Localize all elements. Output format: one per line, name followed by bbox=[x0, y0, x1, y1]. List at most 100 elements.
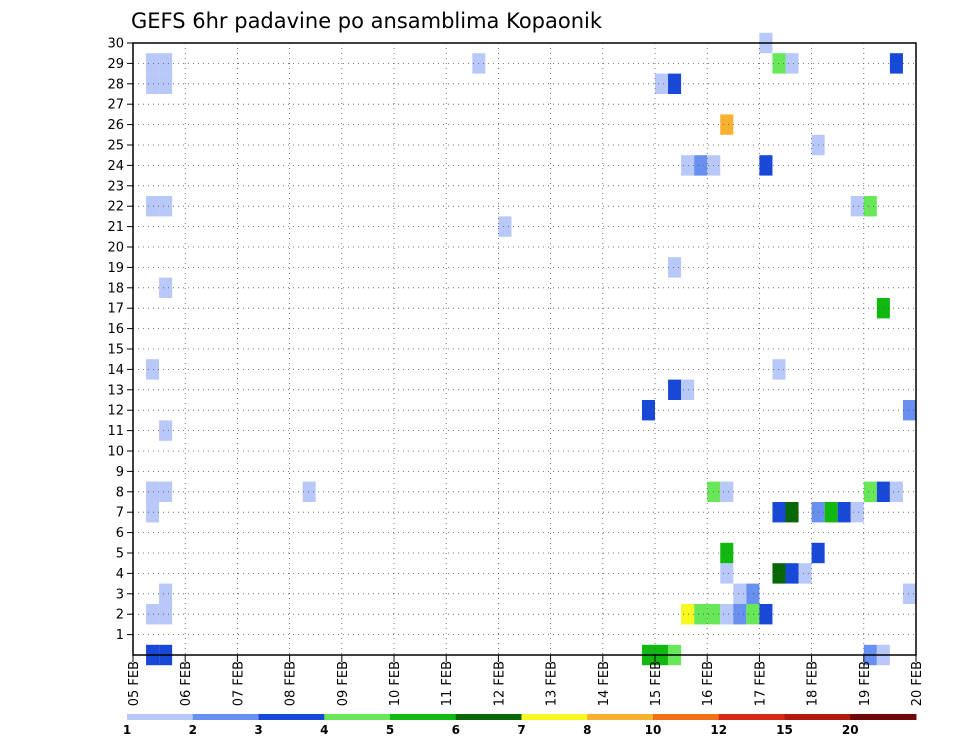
precip-cell bbox=[146, 73, 160, 94]
y-tick-label: 28 bbox=[107, 77, 124, 92]
y-tick-label: 15 bbox=[107, 343, 124, 358]
legend-label: 3 bbox=[254, 723, 262, 737]
legend-swatch bbox=[521, 714, 588, 720]
y-tick-label: 8 bbox=[116, 485, 124, 500]
precip-cell bbox=[146, 359, 160, 380]
precip-cell bbox=[159, 583, 173, 604]
precip-cell bbox=[785, 502, 799, 523]
legend-label: 6 bbox=[452, 723, 460, 737]
precip-cell bbox=[720, 114, 734, 135]
precip-cell bbox=[146, 53, 160, 74]
precip-cell bbox=[498, 216, 512, 237]
x-tick-label: 15 FEB bbox=[649, 661, 664, 706]
legend-label: 4 bbox=[320, 723, 328, 737]
y-axis: 1234567891011121314151617181920212223242… bbox=[107, 37, 133, 643]
x-tick-label: 08 FEB bbox=[284, 661, 299, 706]
legend-swatch bbox=[850, 714, 917, 720]
y-tick-label: 9 bbox=[116, 465, 124, 480]
precip-cell bbox=[159, 604, 173, 625]
precip-cell bbox=[159, 481, 173, 502]
x-tick-label: 09 FEB bbox=[336, 661, 351, 706]
y-tick-label: 27 bbox=[107, 98, 124, 113]
y-tick-label: 3 bbox=[116, 587, 124, 602]
precip-cell bbox=[746, 604, 760, 625]
y-tick-label: 23 bbox=[107, 179, 124, 194]
legend-label: 8 bbox=[583, 723, 591, 737]
precip-cell bbox=[159, 277, 173, 298]
legend-label: 10 bbox=[645, 723, 662, 737]
precip-cell bbox=[681, 379, 695, 400]
legend-label: 2 bbox=[189, 723, 197, 737]
precip-cell bbox=[681, 604, 695, 625]
x-tick-label: 12 FEB bbox=[492, 661, 507, 706]
legend-swatch bbox=[324, 714, 391, 720]
precip-cell bbox=[720, 604, 734, 625]
legend-swatch bbox=[127, 714, 194, 720]
precip-cell bbox=[759, 155, 773, 176]
precip-cell bbox=[889, 53, 903, 74]
precip-cell bbox=[720, 563, 734, 584]
y-tick-label: 4 bbox=[116, 567, 124, 582]
legend-label: 5 bbox=[386, 723, 394, 737]
precip-cell bbox=[863, 481, 877, 502]
x-tick-label: 17 FEB bbox=[753, 661, 768, 706]
legend-swatch bbox=[192, 714, 259, 720]
chart-title: GEFS 6hr padavine po ansamblima Kopaonik bbox=[131, 9, 603, 33]
precip-cell bbox=[146, 502, 160, 523]
grid-lines bbox=[133, 42, 916, 655]
y-tick-label: 18 bbox=[107, 281, 124, 296]
precip-cell bbox=[668, 257, 682, 278]
precip-cell bbox=[850, 196, 864, 217]
y-tick-label: 12 bbox=[107, 404, 124, 419]
precip-cell bbox=[146, 196, 160, 217]
y-tick-label: 2 bbox=[116, 608, 124, 623]
y-tick-label: 5 bbox=[116, 547, 124, 562]
y-tick-label: 13 bbox=[107, 383, 124, 398]
y-tick-label: 19 bbox=[107, 261, 124, 276]
color-legend: 1 2 3 4 5 6 7 8 10 12 15 20 bbox=[123, 714, 917, 737]
legend-swatch bbox=[718, 714, 785, 720]
legend-label: 20 bbox=[842, 723, 859, 737]
precip-cell bbox=[733, 604, 747, 625]
x-tick-label: 10 FEB bbox=[388, 661, 403, 706]
precip-cell bbox=[798, 563, 812, 584]
precipitation-cells bbox=[146, 32, 916, 666]
precip-cell bbox=[902, 400, 916, 421]
y-tick-label: 24 bbox=[107, 159, 124, 174]
precip-cell bbox=[720, 542, 734, 564]
precip-cell bbox=[759, 604, 773, 625]
precip-cell bbox=[681, 155, 695, 176]
legend-label: 1 bbox=[123, 723, 131, 737]
precip-cell bbox=[159, 73, 173, 94]
legend-label: 15 bbox=[776, 723, 793, 737]
precip-cell bbox=[655, 73, 669, 94]
y-tick-label: 6 bbox=[116, 526, 124, 541]
precip-cell bbox=[785, 563, 799, 584]
x-axis: 05 FEB 06 FEB 07 FEB 08 FEB 09 FEB 10 FEB 11 F… bbox=[127, 655, 925, 706]
y-tick-label: 20 bbox=[107, 241, 124, 256]
precip-cell bbox=[889, 481, 903, 502]
precip-cell bbox=[159, 196, 173, 217]
x-tick-label: 19 FEB bbox=[858, 661, 873, 706]
x-tick-label: 14 FEB bbox=[597, 661, 612, 706]
precip-cell bbox=[694, 155, 708, 176]
precip-cell bbox=[159, 53, 173, 74]
x-tick-label: 13 FEB bbox=[545, 661, 560, 706]
y-tick-label: 10 bbox=[107, 445, 124, 460]
precip-cell bbox=[863, 196, 877, 217]
legend-swatch bbox=[455, 714, 522, 720]
x-tick-label: 18 FEB bbox=[806, 661, 821, 706]
y-tick-label: 29 bbox=[107, 57, 124, 72]
precip-cell bbox=[746, 583, 760, 604]
legend-swatch bbox=[653, 714, 720, 720]
precip-cell bbox=[720, 481, 734, 502]
y-tick-label: 17 bbox=[107, 302, 124, 317]
precip-cell bbox=[824, 502, 838, 523]
precip-cell bbox=[668, 73, 682, 94]
legend-swatch bbox=[390, 714, 457, 720]
legend-label: 7 bbox=[517, 723, 525, 737]
legend-swatch bbox=[784, 714, 851, 720]
x-tick-label: 20 FEB bbox=[910, 661, 925, 706]
x-tick-label: 11 FEB bbox=[440, 661, 455, 706]
precip-cell bbox=[785, 53, 799, 74]
